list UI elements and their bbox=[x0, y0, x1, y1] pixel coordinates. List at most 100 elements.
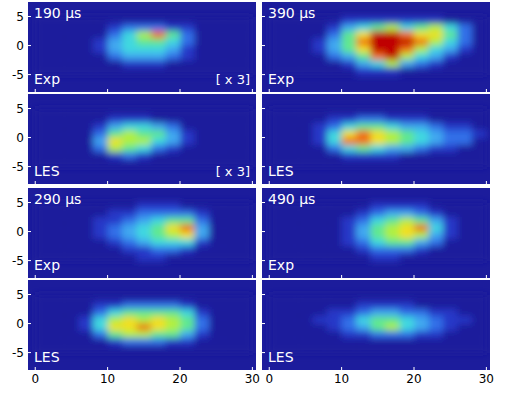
cell bbox=[64, 232, 79, 240]
cell bbox=[269, 130, 284, 138]
x-tick bbox=[269, 181, 270, 184]
cell bbox=[342, 295, 357, 303]
cell bbox=[151, 239, 166, 247]
cell bbox=[298, 295, 313, 303]
cell bbox=[223, 295, 238, 303]
cell bbox=[194, 24, 209, 32]
cell bbox=[137, 123, 152, 131]
cell bbox=[414, 253, 429, 261]
y-tick-label: 0 bbox=[16, 225, 24, 239]
y-tick-label: 5 bbox=[16, 196, 24, 210]
cell bbox=[400, 246, 415, 254]
cell bbox=[371, 46, 386, 54]
cell bbox=[269, 145, 284, 153]
cell bbox=[79, 253, 94, 261]
cell bbox=[313, 152, 328, 160]
x-tick-label: 0 bbox=[31, 372, 39, 386]
cell bbox=[122, 53, 137, 61]
cell bbox=[108, 338, 123, 346]
cell bbox=[122, 338, 137, 346]
cell bbox=[298, 24, 313, 32]
x-tick bbox=[107, 181, 108, 184]
cell bbox=[209, 246, 224, 254]
cell bbox=[64, 224, 79, 232]
cell bbox=[385, 38, 400, 46]
cell bbox=[35, 24, 50, 32]
cell bbox=[443, 302, 458, 310]
cell bbox=[238, 152, 253, 160]
cell bbox=[122, 224, 137, 232]
cell bbox=[472, 31, 487, 39]
cell bbox=[151, 152, 166, 160]
cell bbox=[223, 239, 238, 247]
cell bbox=[269, 31, 284, 39]
cell bbox=[400, 116, 415, 124]
cell bbox=[356, 145, 371, 153]
cell bbox=[356, 309, 371, 317]
cell bbox=[151, 53, 166, 61]
cell bbox=[356, 159, 371, 167]
cell bbox=[35, 46, 50, 54]
cell bbox=[166, 224, 181, 232]
y-tick-label: -5 bbox=[12, 160, 24, 174]
cell bbox=[166, 331, 181, 339]
cell bbox=[166, 316, 181, 324]
cell bbox=[371, 38, 386, 46]
cell bbox=[313, 24, 328, 32]
cell bbox=[50, 123, 65, 131]
cell bbox=[108, 123, 123, 131]
cell bbox=[180, 130, 195, 138]
cell bbox=[166, 46, 181, 54]
cell bbox=[238, 331, 253, 339]
cell bbox=[194, 345, 209, 353]
cell bbox=[472, 203, 487, 211]
cell bbox=[194, 253, 209, 261]
x-tick-label: 30 bbox=[479, 372, 494, 386]
cell bbox=[342, 324, 357, 332]
cell bbox=[64, 46, 79, 54]
cell bbox=[137, 239, 152, 247]
cell bbox=[400, 210, 415, 218]
cell bbox=[93, 217, 108, 225]
y-tick bbox=[262, 202, 265, 203]
y-tick bbox=[262, 166, 265, 167]
cell bbox=[356, 130, 371, 138]
cell bbox=[356, 338, 371, 346]
cell bbox=[166, 338, 181, 346]
cell bbox=[209, 302, 224, 310]
cell bbox=[166, 302, 181, 310]
cell bbox=[400, 67, 415, 75]
cell bbox=[122, 116, 137, 124]
cell bbox=[400, 109, 415, 117]
cell bbox=[35, 295, 50, 303]
cell bbox=[64, 138, 79, 146]
cell bbox=[35, 331, 50, 339]
cell bbox=[327, 338, 342, 346]
cell bbox=[269, 60, 284, 68]
cell bbox=[443, 130, 458, 138]
cell bbox=[472, 24, 487, 32]
cell bbox=[194, 295, 209, 303]
cell bbox=[137, 253, 152, 261]
cell bbox=[64, 324, 79, 332]
cell bbox=[209, 17, 224, 25]
cell bbox=[327, 53, 342, 61]
cell bbox=[385, 46, 400, 54]
background bbox=[28, 280, 256, 370]
cell bbox=[93, 60, 108, 68]
cell bbox=[313, 331, 328, 339]
cell bbox=[443, 31, 458, 39]
cell bbox=[371, 246, 386, 254]
cell bbox=[385, 309, 400, 317]
cell bbox=[284, 46, 299, 54]
cell bbox=[50, 31, 65, 39]
cell bbox=[313, 67, 328, 75]
cell bbox=[194, 246, 209, 254]
cell bbox=[223, 309, 238, 317]
cell bbox=[356, 302, 371, 310]
cell bbox=[313, 295, 328, 303]
cell bbox=[327, 24, 342, 32]
cell bbox=[342, 224, 357, 232]
x-tick bbox=[486, 367, 487, 370]
cell bbox=[428, 38, 443, 46]
